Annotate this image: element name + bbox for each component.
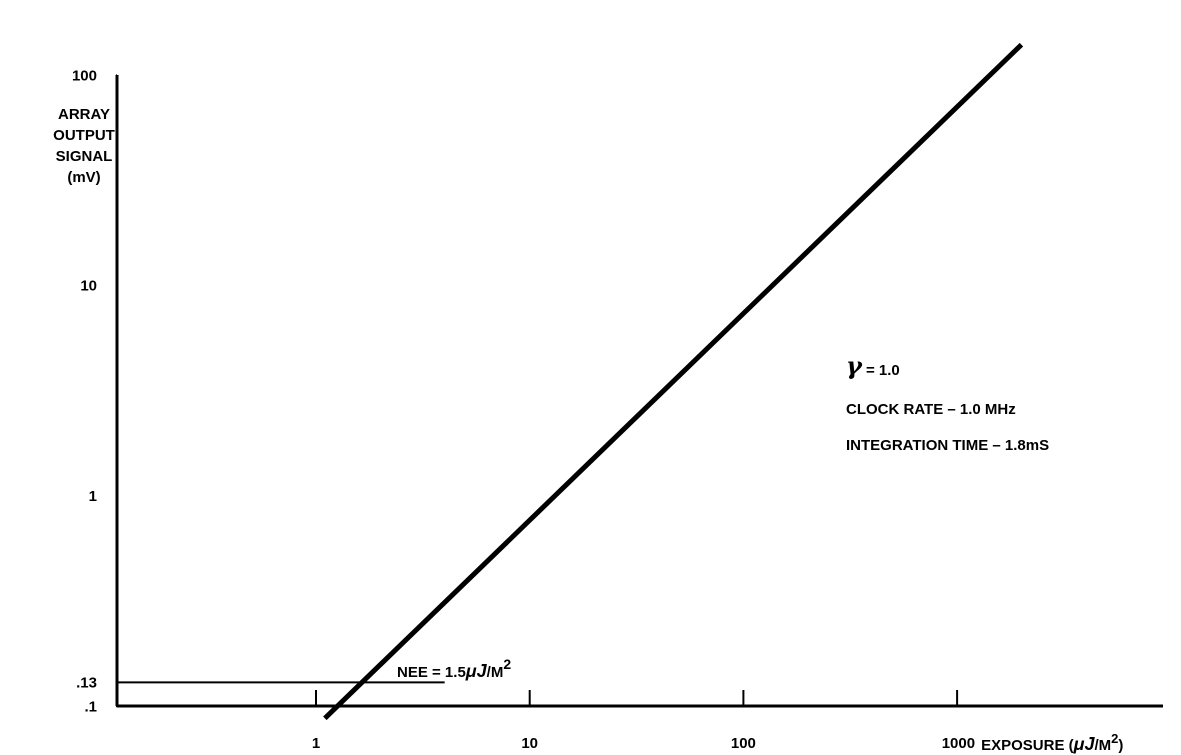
x-tick-label: 1 — [312, 735, 320, 752]
gamma-value: = 1.0 — [866, 362, 900, 379]
x-axis-label-suffix: /M — [1095, 737, 1112, 754]
nee-annotation-prefix: NEE = 1.5 — [397, 664, 466, 681]
x-axis-label-close: ) — [1118, 737, 1123, 754]
y-axis-label: ARRAY OUTPUT SIGNAL (mV) — [53, 106, 115, 186]
integration-time-annotation: INTEGRATION TIME – 1.8mS — [846, 437, 1049, 454]
y-tick-label: 10 — [80, 278, 97, 295]
nee-annotation-superscript: 2 — [503, 656, 511, 672]
y-tick-label: .13 — [76, 674, 97, 691]
gamma-symbol: γ — [846, 351, 863, 380]
y-tick-label: 100 — [72, 67, 97, 84]
x-axis-label: EXPOSURE (μJ/M2) — [981, 731, 1123, 754]
x-axis-label-unit: μJ — [1073, 734, 1096, 754]
y-tick-label: .1 — [84, 698, 97, 715]
y-axis-label-line-3: SIGNAL — [56, 148, 113, 165]
x-tick-label: 100 — [731, 735, 756, 752]
y-axis-label-line-4: (mV) — [67, 169, 100, 186]
x-ticks-group: 1 10 100 1000 — [312, 690, 975, 752]
series-line — [323, 42, 1024, 721]
y-ticks-group: .1 .13 1 10 100 — [72, 67, 117, 715]
x-tick-label: 10 — [521, 735, 538, 752]
nee-annotation-suffix: /M — [487, 664, 504, 681]
x-tick-label: 1000 — [942, 735, 975, 752]
nee-annotation: NEE = 1.5μJ/M2 — [397, 656, 511, 681]
nee-annotation-unit: μJ — [465, 661, 488, 681]
y-tick-label: 1 — [89, 488, 97, 505]
y-axis-label-line-1: ARRAY — [58, 106, 110, 123]
x-axis-label-prefix: EXPOSURE ( — [981, 737, 1074, 754]
x-axis-label-superscript: 2 — [1111, 731, 1118, 746]
clock-rate-annotation: CLOCK RATE – 1.0 MHz — [846, 401, 1016, 418]
y-axis-label-line-2: OUTPUT — [53, 127, 115, 144]
axes-group — [115, 75, 1163, 708]
